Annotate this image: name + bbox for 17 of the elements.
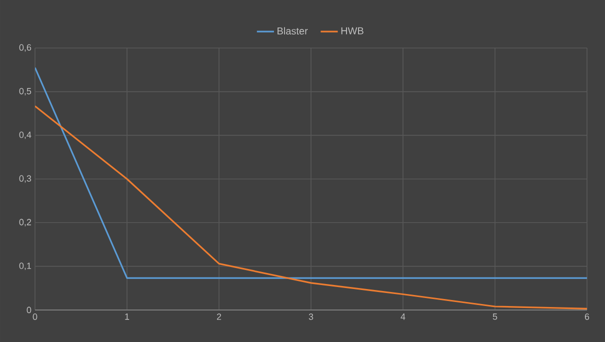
y-tick-label: 0,1: [19, 262, 32, 270]
legend-label: HWB: [341, 27, 364, 34]
x-tick-label: 6: [584, 314, 590, 320]
y-tick-label: 0,4: [19, 132, 32, 140]
y-tick-label: 0: [26, 306, 32, 314]
y-tick-label: 0,6: [19, 44, 32, 52]
y-tick-label: 0,5: [19, 88, 32, 96]
line-series: [35, 105, 587, 310]
y-tick-label: 0,3: [19, 175, 32, 183]
legend-label: Blaster: [278, 27, 308, 35]
x-tick-label: 0: [32, 314, 38, 320]
x-tick-label: 3: [308, 314, 314, 320]
y-tick-label: 0,2: [19, 218, 32, 226]
x-tick-label: 1: [125, 314, 130, 320]
x-tick-label: 5: [492, 314, 498, 320]
x-tick-label: 2: [216, 314, 222, 320]
x-tick-label: 4: [400, 314, 406, 320]
